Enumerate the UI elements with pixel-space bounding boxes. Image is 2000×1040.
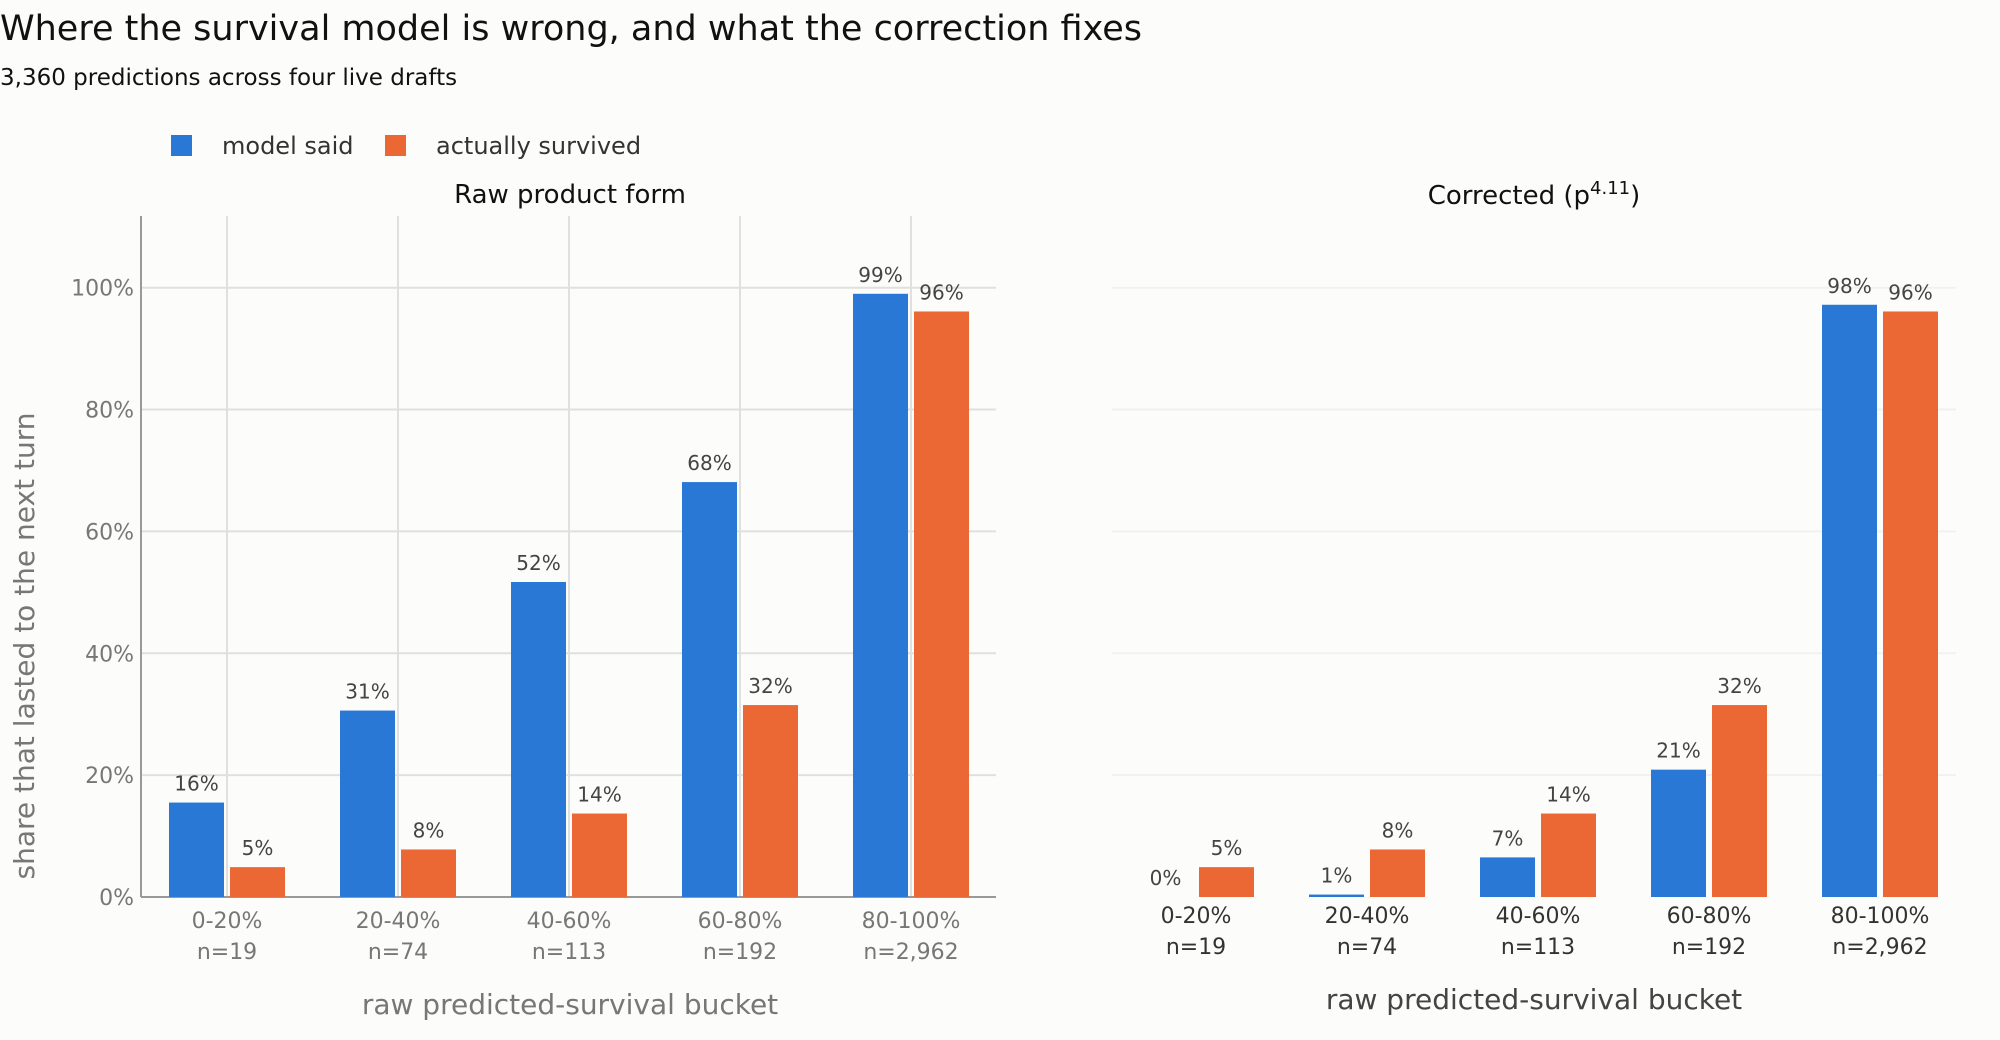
raw-panel: Raw product form share that lasted to th…	[8, 180, 996, 1021]
raw-bar-actually-survived-3	[743, 705, 798, 897]
corrected-bar-actually-survived-3	[1712, 705, 1767, 897]
raw-data-label: 31%	[345, 680, 389, 704]
corrected-count-label: n=192	[1672, 935, 1746, 960]
corrected-title-end: )	[1630, 181, 1640, 211]
raw-y-axis-title: share that lasted to the next turn	[8, 413, 41, 880]
raw-data-label: 8%	[413, 818, 445, 842]
corrected-panel: Corrected (p4.11) raw predicted-survival…	[1112, 178, 1956, 1016]
raw-bar-actually-survived-1	[401, 849, 456, 897]
raw-ytick-label: 80%	[85, 399, 134, 424]
corrected-panel-title: Corrected (p4.11)	[1428, 178, 1641, 211]
raw-panel-title: Raw product form	[454, 180, 686, 210]
raw-count-label: n=74	[368, 940, 428, 965]
legend: model said actually survived	[171, 132, 641, 160]
corrected-category-label: 60-80%	[1667, 904, 1752, 929]
raw-category-label: 60-80%	[698, 909, 783, 934]
raw-bar-actually-survived-0	[230, 867, 285, 897]
corrected-bar-actually-survived-4	[1883, 311, 1938, 897]
corrected-count-label: n=74	[1337, 935, 1397, 960]
raw-ytick-label: 40%	[85, 642, 134, 667]
raw-data-label: 14%	[577, 783, 621, 807]
raw-bar-actually-survived-4	[914, 311, 969, 897]
raw-count-label: n=2,962	[863, 940, 958, 965]
raw-category-label: 0-20%	[192, 909, 263, 934]
corrected-category-label: 20-40%	[1325, 904, 1410, 929]
raw-category-label: 40-60%	[527, 909, 612, 934]
corrected-bar-actually-survived-1	[1370, 849, 1425, 897]
corrected-data-label: 1%	[1321, 864, 1353, 888]
raw-count-label: n=192	[703, 940, 777, 965]
raw-bars	[169, 293, 969, 898]
corrected-data-label: 14%	[1546, 783, 1590, 807]
raw-data-label: 16%	[174, 772, 218, 796]
corrected-data-label: 96%	[1888, 280, 1932, 304]
raw-category-label: 20-40%	[356, 909, 441, 934]
corrected-category-label: 0-20%	[1161, 904, 1232, 929]
raw-ytick-label: 20%	[85, 764, 134, 789]
corrected-data-label: 32%	[1717, 674, 1761, 698]
corrected-count-label: n=19	[1166, 935, 1226, 960]
corrected-x-axis-title: raw predicted-survival bucket	[1326, 983, 1742, 1016]
corrected-bar-model-said-4	[1822, 304, 1877, 898]
raw-category-label: 80-100%	[862, 909, 961, 934]
legend-swatch-actually-survived	[385, 135, 406, 156]
raw-x-axis-title: raw predicted-survival bucket	[362, 988, 778, 1021]
raw-bar-model-said-4	[853, 293, 908, 898]
corrected-data-label: 7%	[1492, 826, 1524, 850]
corrected-labels: 0% 5% 0-20% n=19 1% 8% 20-40% n=74 7% 14% 40-60% n=…	[1150, 274, 1933, 960]
figure-title: Where the survival model is wrong, and w…	[0, 9, 1142, 49]
raw-data-label: 99%	[858, 263, 902, 287]
legend-swatch-model-said	[171, 135, 192, 156]
corrected-category-label: 40-60%	[1496, 904, 1581, 929]
raw-bar-model-said-2	[511, 581, 566, 897]
raw-labels: 0% 20% 40% 60% 80% 100% 16% 5% 0-20% n=19 31% 8% 20-…	[71, 263, 964, 965]
corrected-bar-actually-survived-2	[1541, 813, 1596, 897]
corrected-data-label: 0%	[1150, 866, 1182, 890]
raw-bar-model-said-1	[340, 710, 395, 897]
corrected-data-label: 21%	[1656, 739, 1700, 763]
raw-ytick-label: 0%	[99, 886, 134, 911]
corrected-data-label: 5%	[1211, 836, 1243, 860]
raw-count-label: n=19	[197, 940, 257, 965]
legend-label-actually-survived: actually survived	[436, 132, 641, 160]
corrected-bar-model-said-3	[1651, 769, 1706, 897]
raw-count-label: n=113	[532, 940, 606, 965]
corrected-bar-actually-survived-0	[1199, 867, 1254, 897]
raw-ytick-label: 60%	[85, 520, 134, 545]
corrected-bar-model-said-1	[1309, 894, 1364, 897]
corrected-category-label: 80-100%	[1831, 904, 1930, 929]
raw-bar-model-said-0	[169, 802, 224, 897]
raw-bar-actually-survived-2	[572, 813, 627, 897]
raw-data-label: 68%	[687, 451, 731, 475]
corrected-gridlines	[1112, 286, 1956, 777]
corrected-title-main: Corrected (p	[1428, 181, 1590, 211]
corrected-bar-model-said-2	[1480, 857, 1535, 897]
raw-ytick-label: 100%	[71, 277, 134, 302]
corrected-data-label: 98%	[1827, 274, 1871, 298]
raw-bar-model-said-3	[682, 482, 737, 897]
figure-subtitle: 3,360 predictions across four live draft…	[0, 65, 457, 91]
raw-data-label: 52%	[516, 551, 560, 575]
raw-data-label: 5%	[242, 836, 274, 860]
corrected-count-label: n=113	[1501, 935, 1575, 960]
corrected-bars	[1199, 304, 1938, 898]
legend-label-model-said: model said	[222, 132, 353, 160]
corrected-title-exponent: 4.11	[1590, 178, 1630, 199]
corrected-count-label: n=2,962	[1832, 935, 1927, 960]
corrected-data-label: 8%	[1382, 818, 1414, 842]
raw-data-label: 32%	[748, 674, 792, 698]
raw-data-label: 96%	[919, 280, 963, 304]
